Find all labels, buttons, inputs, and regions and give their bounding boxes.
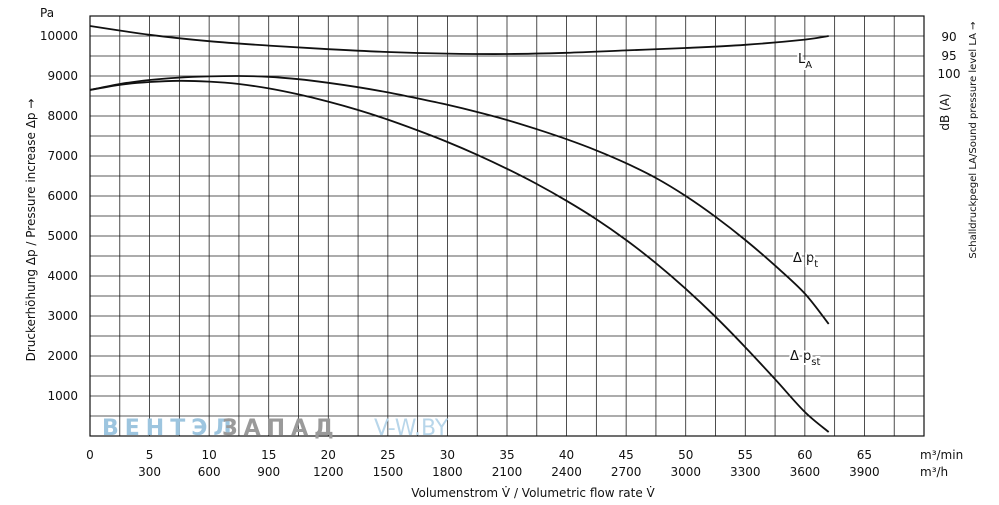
x2-tick-label: 3600: [790, 465, 821, 479]
x2-tick-label: 2700: [611, 465, 642, 479]
x-tick-label: 30: [440, 448, 455, 462]
x-tick-label: 60: [797, 448, 812, 462]
la-curve: [89, 25, 829, 55]
y-axis-title: Druckerhöhung Δp / Pressure increase Δp …: [24, 99, 38, 362]
y-tick-label: 8000: [47, 109, 78, 123]
curves: [89, 25, 830, 433]
x2-tick-label: 1800: [432, 465, 463, 479]
watermark-text-1: ВЕНТЭЛ: [102, 416, 238, 441]
la-label: LA: [798, 52, 812, 71]
x-unit-primary-label: m³/min: [920, 448, 963, 462]
x-axis-title: Volumenstrom V̇ / Volumetric flow rate V…: [411, 486, 655, 500]
y-tick-label: 5000: [47, 229, 78, 243]
pt-curve: [89, 75, 830, 325]
y2-unit-label: dB (A): [938, 93, 952, 130]
pt-label: Δ pt: [793, 251, 818, 270]
x2-tick-label: 3000: [670, 465, 701, 479]
watermark-text-2: ЗАПАД: [222, 416, 340, 441]
x2-tick-label: 2400: [551, 465, 582, 479]
x2-tick-label: 900: [257, 465, 280, 479]
watermark-text-3: V-W.BY: [374, 416, 449, 441]
y2-tick-label: 100: [938, 67, 961, 81]
plot-frame: [89, 15, 925, 437]
y-tick-label: 6000: [47, 189, 78, 203]
y-tick-label: 9000: [47, 69, 78, 83]
x2-tick-label: 3900: [849, 465, 880, 479]
x-tick-label: 35: [499, 448, 514, 462]
tick-labels: 1000200030004000500060007000800090001000…: [40, 29, 961, 479]
curve-labels: Δ pt Δ pst LA: [788, 50, 822, 370]
x2-tick-label: 1500: [373, 465, 404, 479]
x-tick-label: 40: [559, 448, 574, 462]
pst-label: Δ pst: [790, 349, 820, 368]
grid-lines: [90, 16, 925, 436]
watermark: ВЕНТЭЛ ЗАПАД V-W.BY: [102, 416, 449, 441]
x2-tick-label: 2100: [492, 465, 523, 479]
y-unit-label: Pa: [40, 6, 54, 20]
x2-tick-label: 300: [138, 465, 161, 479]
x2-tick-label: 3300: [730, 465, 761, 479]
y2-tick-label: 95: [941, 49, 956, 63]
y-tick-label: 1000: [47, 389, 78, 403]
x-tick-label: 15: [261, 448, 276, 462]
x-tick-label: 5: [146, 448, 154, 462]
y2-tick-label: 90: [941, 30, 956, 44]
x2-tick-label: 600: [198, 465, 221, 479]
pst-curve: [89, 79, 830, 433]
x-tick-label: 55: [738, 448, 753, 462]
x-tick-label: 25: [380, 448, 395, 462]
x-tick-label: 20: [321, 448, 336, 462]
x-tick-label: 0: [86, 448, 94, 462]
x-tick-label: 45: [619, 448, 634, 462]
y-tick-label: 10000: [40, 29, 78, 43]
y-tick-label: 7000: [47, 149, 78, 163]
y-tick-label: 2000: [47, 349, 78, 363]
y2-axis-title: Schalldruckpegel LA/Sound pressure level…: [968, 21, 979, 258]
x-tick-label: 10: [202, 448, 217, 462]
y-tick-label: 3000: [47, 309, 78, 323]
x-unit-secondary-label: m³/h: [920, 465, 948, 479]
x-tick-label: 50: [678, 448, 693, 462]
x-tick-label: 65: [857, 448, 872, 462]
y-tick-label: 4000: [47, 269, 78, 283]
x2-tick-label: 1200: [313, 465, 344, 479]
